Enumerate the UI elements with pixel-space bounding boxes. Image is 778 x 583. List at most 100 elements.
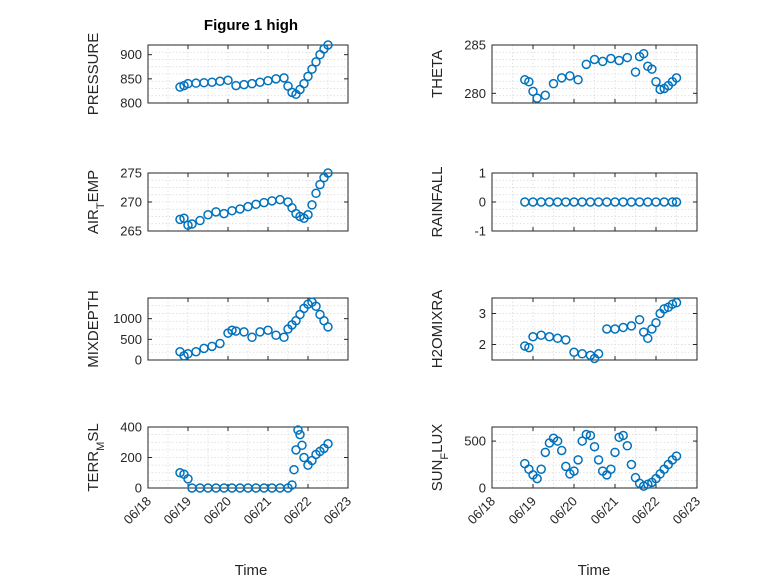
data-point <box>187 219 197 229</box>
data-point <box>524 464 534 474</box>
y-axis-label: TERRMSL <box>85 423 107 491</box>
axes-theta: 280 285 THETA <box>429 38 698 104</box>
data-point <box>610 447 620 458</box>
data-point <box>536 464 546 474</box>
data-point <box>532 93 542 103</box>
data-point <box>573 455 583 465</box>
data-point <box>622 441 633 451</box>
x-tick-label: 06/20 <box>201 494 235 528</box>
data-point <box>655 84 665 95</box>
data-point <box>299 78 309 89</box>
y-tick-label: 200 <box>120 450 142 465</box>
data-point <box>183 474 193 484</box>
data-point <box>195 215 205 226</box>
data-point <box>263 325 273 335</box>
data-point <box>671 451 682 461</box>
data-point <box>199 343 209 354</box>
y-tick-label: 2 <box>479 337 486 352</box>
data-point <box>297 440 307 451</box>
data-point <box>275 194 285 205</box>
data-point <box>536 330 546 340</box>
data-point <box>556 73 567 83</box>
data-point <box>671 73 682 83</box>
y-axis-label: PRESSURE <box>85 33 102 116</box>
data-point <box>606 464 616 474</box>
data-point <box>585 430 596 441</box>
data-point <box>577 349 587 359</box>
data-point <box>651 318 661 328</box>
axes-box <box>147 297 349 361</box>
figure-title: Figure 1 high <box>204 17 298 34</box>
data-point <box>561 335 571 345</box>
axes-air-temp: 265 270 275 AIRTEMP <box>85 166 349 239</box>
data-point <box>179 213 189 223</box>
y-tick-label: 1 <box>479 166 486 181</box>
x-tick-label: 06/19 <box>161 494 195 528</box>
data-point <box>311 301 321 312</box>
data-point <box>307 200 317 210</box>
y-tick-label: -1 <box>474 224 486 239</box>
y-tick-label: 275 <box>120 166 142 181</box>
data-point <box>279 332 289 343</box>
data-point <box>175 214 185 225</box>
y-tick-label: 280 <box>464 86 486 101</box>
x-tick-label: 06/18 <box>465 494 499 528</box>
data-point <box>291 445 301 455</box>
axes-mixdepth: 0 500 1000 MIXDEPTH <box>85 290 349 368</box>
data-point <box>315 179 325 190</box>
y-tick-label: 270 <box>120 195 142 210</box>
data-point <box>634 314 645 325</box>
data-point <box>295 429 305 440</box>
x-tick-label: 06/21 <box>241 494 275 528</box>
axes-pressure: 800 850 900 PRESSURE <box>85 33 349 116</box>
y-tick-label: 500 <box>464 434 486 449</box>
data-point <box>548 78 559 89</box>
data-point <box>199 77 209 88</box>
y-tick-label: 850 <box>120 71 142 86</box>
y-tick-label: 3 <box>479 306 486 321</box>
data-point <box>618 322 628 333</box>
data-point <box>227 325 237 335</box>
y-axis-label: RAINFALL <box>429 167 446 238</box>
data-point <box>593 349 604 359</box>
y-tick-label: 0 <box>135 481 142 496</box>
data-point <box>289 464 299 475</box>
data-point <box>251 199 261 210</box>
data-point <box>593 455 604 465</box>
data-point <box>671 197 682 207</box>
data-point <box>659 304 669 314</box>
data-point <box>279 73 289 83</box>
data-point <box>618 430 628 441</box>
data-point <box>183 220 193 230</box>
data-point <box>581 59 592 70</box>
data-point <box>219 208 229 219</box>
data-point <box>223 75 233 86</box>
data-point <box>239 79 249 90</box>
data-point <box>267 196 277 206</box>
y-tick-label: 400 <box>120 420 142 435</box>
data-point <box>540 90 551 101</box>
x-tick-label: 06/23 <box>321 494 355 528</box>
data-point <box>667 197 678 207</box>
data-point <box>556 445 567 456</box>
y-tick-label: 285 <box>464 38 486 53</box>
data-point <box>561 461 571 472</box>
data-point <box>540 447 551 458</box>
x-axis-label-right: Time <box>578 562 611 579</box>
data-point <box>307 64 317 74</box>
data-point <box>638 48 649 59</box>
data-point <box>323 439 333 449</box>
data-point <box>626 459 637 470</box>
data-point <box>311 57 321 67</box>
data-point <box>552 333 563 344</box>
axes-box <box>491 297 698 361</box>
data-point <box>259 197 269 208</box>
data-point <box>247 332 257 343</box>
y-tick-label: 800 <box>120 96 142 111</box>
x-axis-label-left: Time <box>235 562 268 579</box>
x-tick-label: 06/20 <box>547 494 581 528</box>
data-point <box>203 210 213 220</box>
y-tick-label: 0 <box>135 353 142 368</box>
data-point <box>323 168 333 178</box>
axes-box <box>491 426 698 489</box>
